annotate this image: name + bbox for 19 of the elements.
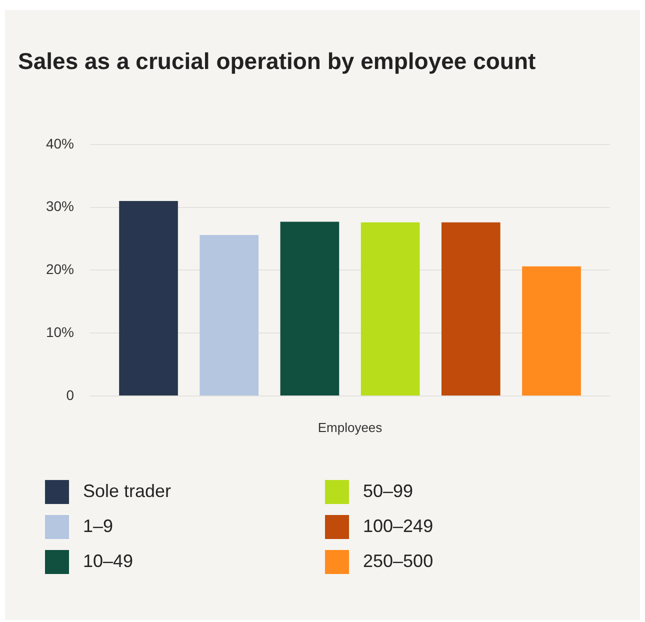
- y-tick-label: 30%: [46, 198, 74, 214]
- y-tick-label: 10%: [46, 324, 74, 340]
- bar: [360, 222, 420, 396]
- y-tick-label: 40%: [46, 135, 74, 152]
- chart-title: Sales as a crucial operation by employee count: [18, 48, 536, 75]
- y-tick-label: 0: [66, 386, 74, 403]
- y-tick-label: 20%: [46, 261, 74, 278]
- x-axis-title: Employees: [318, 420, 383, 435]
- legend-label: Sole trader: [83, 481, 172, 502]
- legend-label: 50–99: [363, 481, 414, 502]
- legend-label: 100–249: [363, 516, 434, 537]
- bar: [280, 222, 340, 396]
- legend-label: 10–49: [83, 551, 134, 572]
- legend-label: 1–9: [83, 516, 114, 537]
- bar: [200, 234, 259, 396]
- bar: [522, 266, 581, 396]
- bar: [119, 201, 178, 396]
- legend-label: 250–500: [363, 551, 434, 572]
- bar: [441, 222, 500, 396]
